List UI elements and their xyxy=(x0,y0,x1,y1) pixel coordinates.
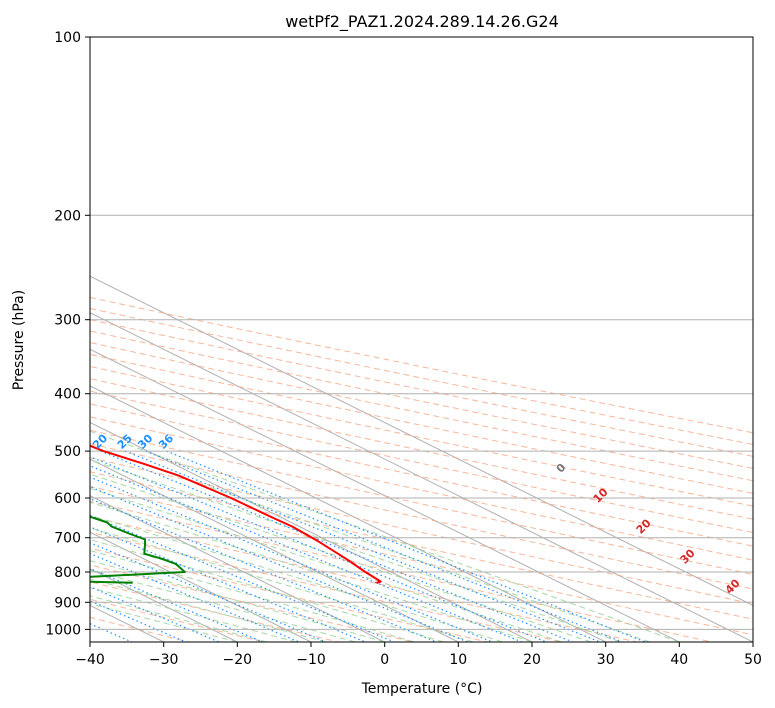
mixing-ratio-line xyxy=(90,600,187,642)
dry-adiabat-line xyxy=(90,353,753,494)
x-tick-label: −30 xyxy=(149,652,179,668)
x-tick-label: 10 xyxy=(449,652,467,668)
dry-adiabat-line xyxy=(90,319,753,457)
moist-adiabat-line xyxy=(90,578,326,642)
y-tick-label: 200 xyxy=(54,208,81,224)
background-lines xyxy=(90,275,753,642)
x-tick-label: −10 xyxy=(296,652,326,668)
mixing-ratio-label: 20 xyxy=(90,431,110,451)
dewpoint-profile-line xyxy=(90,515,186,584)
dry-adiabat-line xyxy=(90,485,753,636)
dry-adiabat-line xyxy=(90,403,753,547)
dry-adiabat-label: 10 xyxy=(591,485,611,505)
dry-adiabat-label: 20 xyxy=(634,516,654,536)
y-tick-label: 500 xyxy=(54,444,81,460)
dry-adiabat-line xyxy=(90,390,753,534)
x-axis: −40 −30 −20 −10 0 10 20 30 40 50 xyxy=(75,642,762,668)
x-tick-label: 30 xyxy=(597,652,615,668)
moist-adiabat-line xyxy=(90,587,297,642)
x-axis-title: Temperature (°C) xyxy=(361,681,483,697)
dry-adiabat-line xyxy=(90,457,753,605)
x-tick-label: 20 xyxy=(523,652,541,668)
dry-adiabat-line xyxy=(90,516,638,642)
dry-adiabat-label: 40 xyxy=(723,576,743,596)
isoline-labels: -100-90-80-70-60-50-40-30-20-10020253036… xyxy=(90,431,743,596)
y-tick-label: 600 xyxy=(54,491,81,507)
moist-adiabat-line xyxy=(90,560,385,642)
mixing-ratio-label: 25 xyxy=(115,432,135,452)
y-axis-title: Pressure (hPa) xyxy=(11,290,27,390)
dry-adiabat-line xyxy=(90,429,753,575)
isotherm-line xyxy=(90,385,606,642)
dry-adiabat-line xyxy=(90,547,488,642)
isotherm-line xyxy=(90,531,312,642)
y-tick-label: 800 xyxy=(54,565,81,581)
moist-adiabat-line xyxy=(90,473,592,642)
x-tick-label: 0 xyxy=(380,652,389,668)
moist-adiabat-line xyxy=(90,487,562,642)
dry-adiabat-line xyxy=(90,500,712,642)
x-tick-label: 50 xyxy=(744,652,762,668)
y-axis: 100 200 300 400 500 600 700 800 900 1000 xyxy=(45,30,90,638)
moist-adiabat-line xyxy=(90,569,356,642)
y-tick-label: 700 xyxy=(54,531,81,547)
mixing-ratio-line xyxy=(100,450,574,642)
mixing-ratio-line xyxy=(166,450,646,642)
isotherm-line xyxy=(90,312,753,642)
dry-adiabat-line xyxy=(90,416,753,561)
series-layer xyxy=(90,444,382,584)
dry-adiabat-line xyxy=(90,564,414,642)
mixing-ratio-line xyxy=(90,476,493,642)
dry-adiabat-line xyxy=(90,342,753,482)
x-tick-label: −20 xyxy=(223,652,253,668)
mixing-ratio-line xyxy=(90,498,437,642)
y-tick-label: 100 xyxy=(54,30,81,46)
plot-frame xyxy=(89,36,754,643)
isotherm-line xyxy=(90,275,753,606)
dry-adiabat-line xyxy=(90,531,563,642)
isotherm-line xyxy=(90,495,385,642)
temperature-profile-line xyxy=(90,444,382,584)
dry-adiabat-line xyxy=(90,307,753,445)
mixing-ratio-line xyxy=(90,456,547,642)
x-tick-label: 40 xyxy=(670,652,688,668)
dry-adiabat-label: 30 xyxy=(678,546,698,566)
isotherm-line xyxy=(90,348,680,642)
y-tick-label: 400 xyxy=(54,387,81,403)
dry-adiabat-line xyxy=(90,330,753,469)
moist-adiabat-line xyxy=(90,603,238,642)
chart-title: wetPf2_PAZ1.2024.289.14.26.G24 xyxy=(285,12,559,32)
isotherm-line xyxy=(90,458,459,642)
y-tick-label: 300 xyxy=(54,313,81,329)
x-tick-label: −40 xyxy=(75,652,105,668)
dry-adiabat-line xyxy=(90,365,753,507)
dry-adiabat-line xyxy=(90,378,753,520)
y-tick-label: 900 xyxy=(54,595,81,611)
dry-adiabat-line xyxy=(90,297,753,434)
isotherm-line xyxy=(90,421,533,642)
mixing-ratio-line xyxy=(90,541,327,642)
dry-adiabat-line xyxy=(90,443,753,590)
y-tick-label: 1000 xyxy=(45,622,81,638)
mixing-ratio-line xyxy=(90,567,264,642)
dry-adiabat-line xyxy=(90,471,753,620)
